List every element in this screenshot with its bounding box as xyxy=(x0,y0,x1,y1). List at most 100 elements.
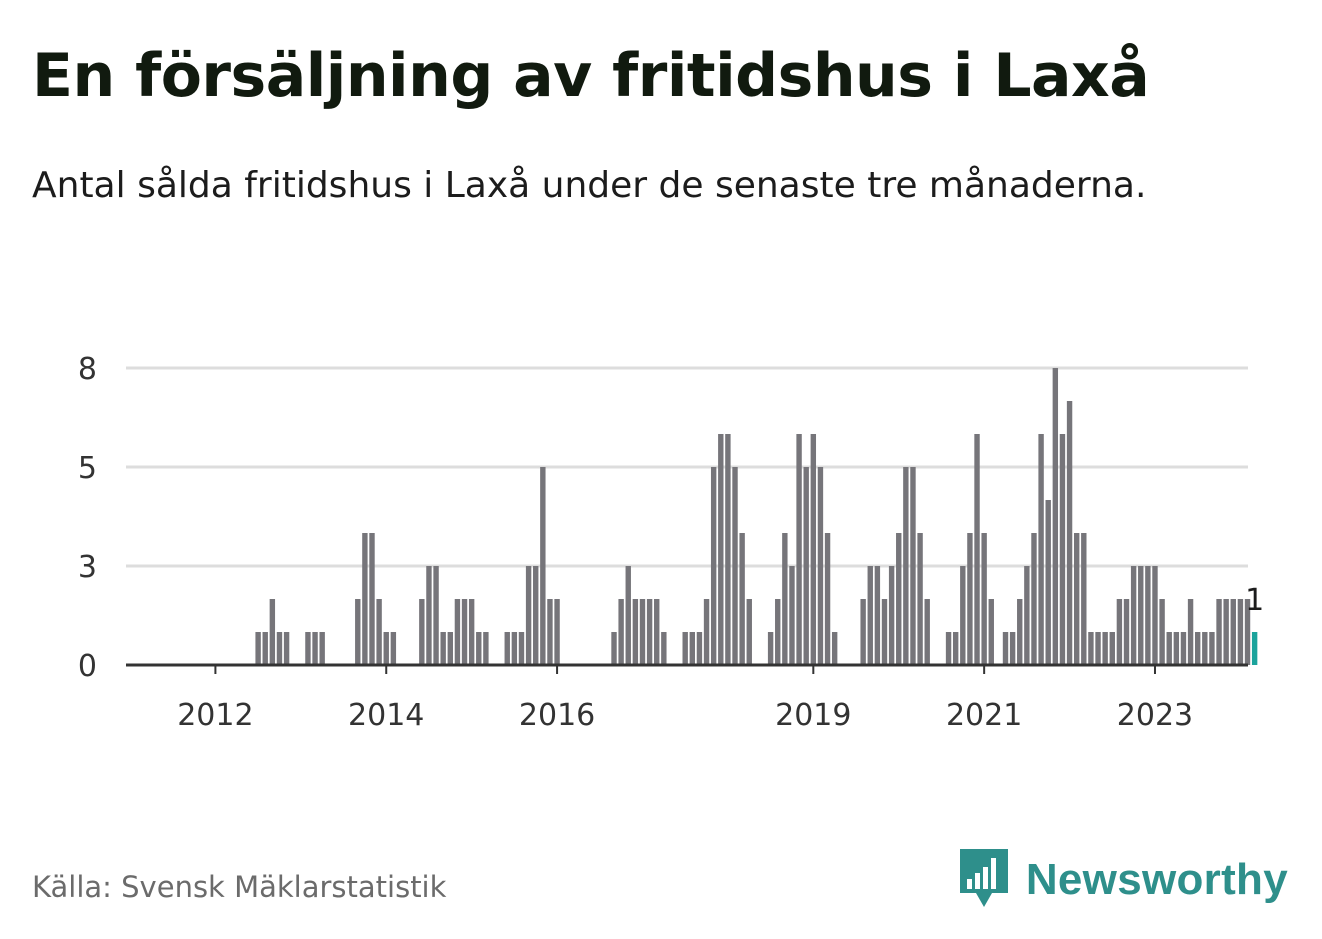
bar xyxy=(661,632,667,665)
x-tick-label: 2019 xyxy=(775,698,851,733)
bar xyxy=(974,434,980,665)
bar xyxy=(1194,632,1201,665)
bar xyxy=(874,566,881,665)
y-tick-label: 3 xyxy=(78,550,97,585)
bar xyxy=(1002,632,1009,665)
bar xyxy=(1209,632,1215,665)
bar xyxy=(533,566,539,665)
bar xyxy=(696,632,703,665)
highlight-value-label: 1 xyxy=(1245,583,1264,618)
bar xyxy=(903,467,909,665)
bar xyxy=(255,632,261,665)
bar xyxy=(483,632,489,665)
bar xyxy=(262,632,268,665)
bar xyxy=(376,599,382,665)
bar xyxy=(867,566,873,665)
bar xyxy=(824,533,831,665)
bar xyxy=(1216,599,1222,665)
bar xyxy=(767,632,774,665)
chart-subtitle: Antal sålda fritidshus i Laxå under de s… xyxy=(32,165,1147,206)
bar xyxy=(1180,632,1187,665)
bar xyxy=(1159,599,1165,665)
bar xyxy=(924,599,930,665)
bar xyxy=(1102,632,1108,665)
bar xyxy=(725,434,731,665)
x-tick-label: 2014 xyxy=(348,698,424,733)
y-tick-label: 5 xyxy=(78,451,97,486)
bar xyxy=(1152,566,1158,665)
bar xyxy=(817,467,824,665)
bar xyxy=(881,599,888,665)
bar xyxy=(383,632,389,665)
bar xyxy=(1109,632,1115,665)
bar xyxy=(419,599,425,665)
bar xyxy=(1202,632,1208,665)
x-tick-label: 2012 xyxy=(177,698,253,733)
bar xyxy=(1230,599,1236,665)
bar xyxy=(518,632,525,665)
bar xyxy=(447,632,453,665)
x-tick-label: 2021 xyxy=(946,698,1022,733)
bar xyxy=(981,533,987,665)
bar xyxy=(611,632,617,665)
bar xyxy=(796,434,802,665)
newsworthy-bar-chart-logo-icon xyxy=(959,849,1008,907)
brand-name: Newsworthy xyxy=(1025,855,1288,904)
bar xyxy=(1052,368,1059,665)
bar xyxy=(1237,599,1244,665)
bar xyxy=(540,467,546,665)
bar xyxy=(1081,533,1087,665)
bar xyxy=(1223,599,1229,665)
bar xyxy=(1073,533,1080,665)
bar xyxy=(810,434,817,665)
bar xyxy=(718,434,724,665)
bar xyxy=(625,566,631,665)
bar xyxy=(632,599,639,665)
bar xyxy=(440,632,446,665)
bar xyxy=(312,632,318,665)
bar xyxy=(1095,632,1101,665)
newsworthy-logo[interactable]: Newsworthy xyxy=(959,849,1288,911)
bar xyxy=(860,599,866,665)
bar xyxy=(1009,632,1016,665)
highlighted-bar xyxy=(1251,632,1258,665)
y-tick-label: 8 xyxy=(78,352,97,387)
bar xyxy=(639,599,646,665)
bar xyxy=(369,533,375,665)
bar xyxy=(547,599,553,665)
bar xyxy=(1017,599,1023,665)
bar xyxy=(1166,632,1172,665)
bar xyxy=(461,599,468,665)
bar xyxy=(476,632,482,665)
bar xyxy=(1187,599,1194,665)
bar xyxy=(910,467,916,665)
bar xyxy=(732,467,738,665)
bar xyxy=(1116,599,1123,665)
bar xyxy=(646,599,653,665)
bar xyxy=(269,599,276,665)
bar xyxy=(355,599,361,665)
bar xyxy=(831,632,838,665)
bar xyxy=(746,599,752,665)
bar xyxy=(1038,434,1044,665)
bar xyxy=(504,632,510,665)
x-tick-label: 2023 xyxy=(1117,698,1193,733)
bar xyxy=(390,632,397,665)
bar xyxy=(1066,401,1073,665)
bar xyxy=(782,533,788,665)
bar xyxy=(319,632,325,665)
bar xyxy=(654,599,660,665)
bar xyxy=(525,566,532,665)
bar xyxy=(775,599,781,665)
bar xyxy=(952,632,959,665)
bar xyxy=(362,533,368,665)
bar xyxy=(689,632,696,665)
chart-title: En försäljning av fritidshus i Laxå xyxy=(32,41,1150,111)
bar xyxy=(433,566,439,665)
bar xyxy=(1031,533,1037,665)
bar xyxy=(618,599,624,665)
bar xyxy=(896,533,902,665)
bar xyxy=(682,632,688,665)
bar xyxy=(1173,632,1180,665)
